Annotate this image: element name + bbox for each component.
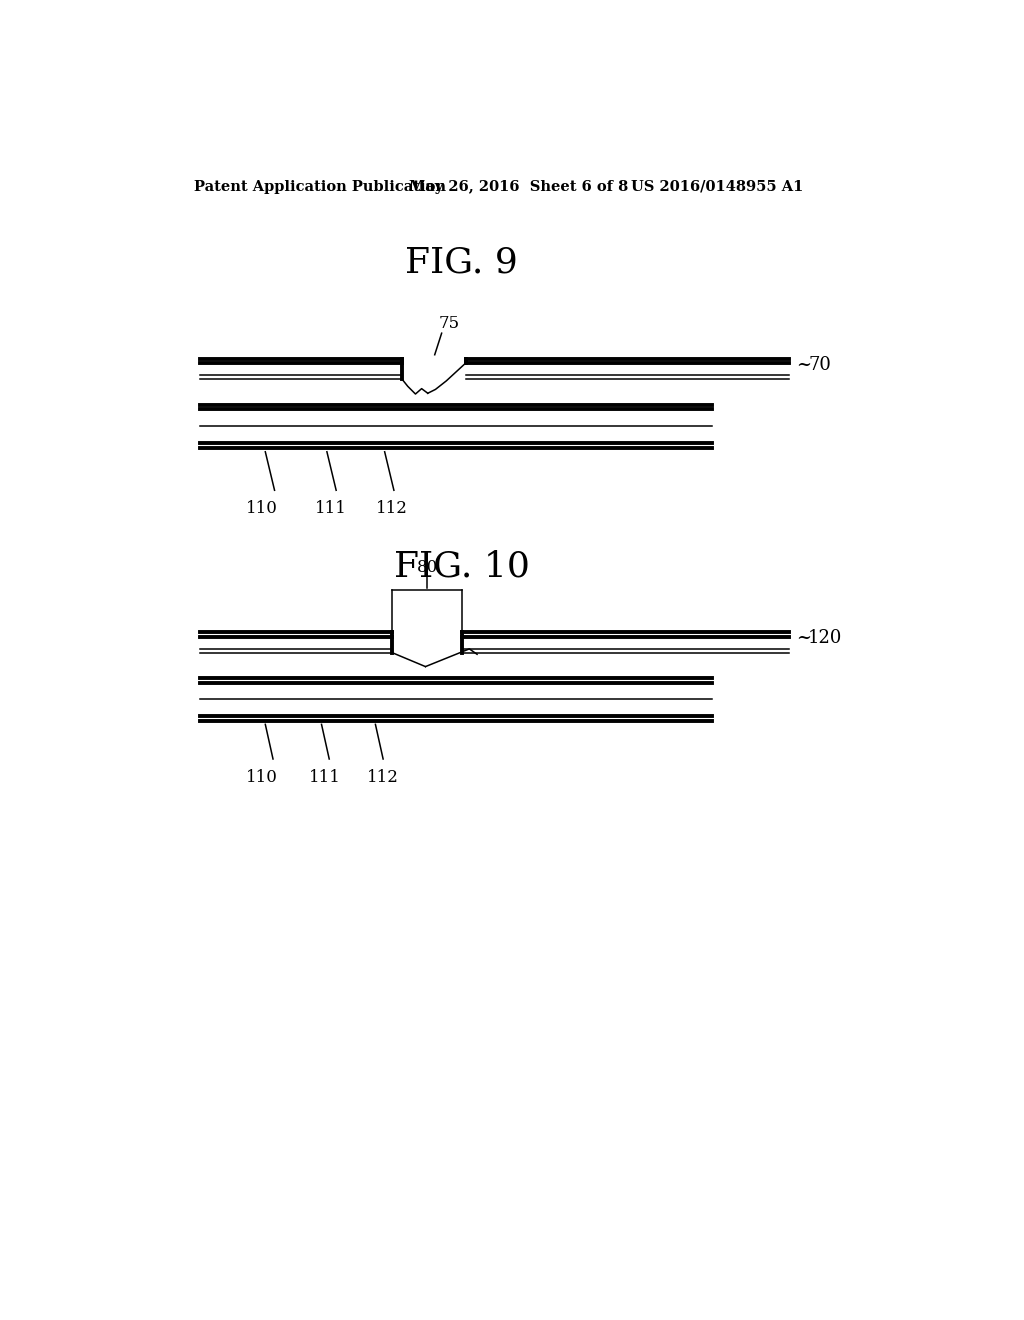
Text: 112: 112 — [377, 500, 409, 517]
Text: 112: 112 — [368, 770, 399, 785]
Text: FIG. 10: FIG. 10 — [393, 549, 529, 583]
Text: ~: ~ — [797, 356, 812, 374]
Text: ~: ~ — [797, 630, 812, 647]
Text: FIG. 9: FIG. 9 — [406, 246, 518, 280]
Text: 75: 75 — [438, 314, 460, 331]
Text: 111: 111 — [314, 500, 347, 517]
Text: 111: 111 — [309, 770, 341, 785]
Text: 110: 110 — [246, 500, 278, 517]
Text: US 2016/0148955 A1: US 2016/0148955 A1 — [631, 180, 804, 194]
Text: 70: 70 — [808, 356, 831, 374]
Text: 80: 80 — [417, 558, 437, 576]
Text: May 26, 2016  Sheet 6 of 8: May 26, 2016 Sheet 6 of 8 — [410, 180, 629, 194]
Text: 120: 120 — [808, 630, 843, 647]
Text: 110: 110 — [246, 770, 278, 785]
Text: Patent Application Publication: Patent Application Publication — [194, 180, 445, 194]
